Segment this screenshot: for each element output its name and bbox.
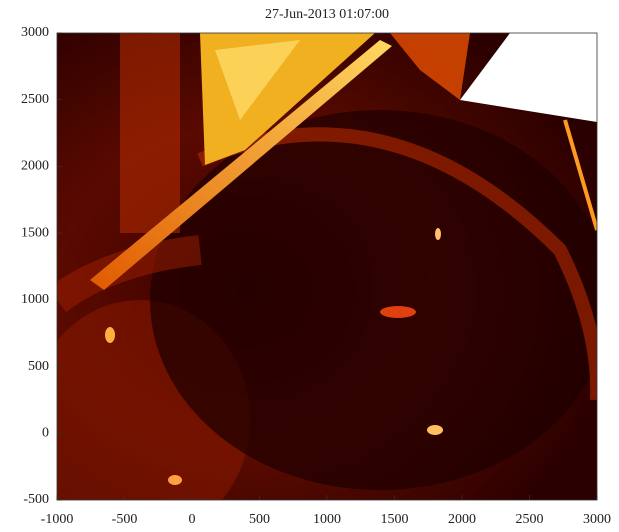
y-tick-label: 0 [42,426,49,441]
x-tick-label: 3000 [583,512,611,527]
y-tick-label: -500 [23,492,49,507]
x-tick-label: 1500 [381,512,409,527]
x-tick-label: 1000 [313,512,341,527]
x-tick-label: 500 [249,512,270,527]
x-tick-label: -500 [112,512,138,527]
y-tick-label: 1500 [21,225,49,240]
x-tick-label: 0 [189,512,196,527]
chart-title: 27-Jun-2013 01:07:00 [265,7,389,22]
x-tick-label: 2500 [516,512,544,527]
chart: 27-Jun-2013 01:07:00 -1000 -500 0 500 1000 15… [0,0,619,532]
y-tick-label: 500 [28,359,49,374]
y-tick-label: 2000 [21,159,49,174]
y-tick-label: 3000 [21,25,49,40]
y-tick-label: 2500 [21,92,49,107]
x-tick-label: 2000 [448,512,476,527]
y-tick-label: 1000 [21,292,49,307]
x-tick-label: -1000 [41,512,74,527]
solar-image [30,33,610,532]
